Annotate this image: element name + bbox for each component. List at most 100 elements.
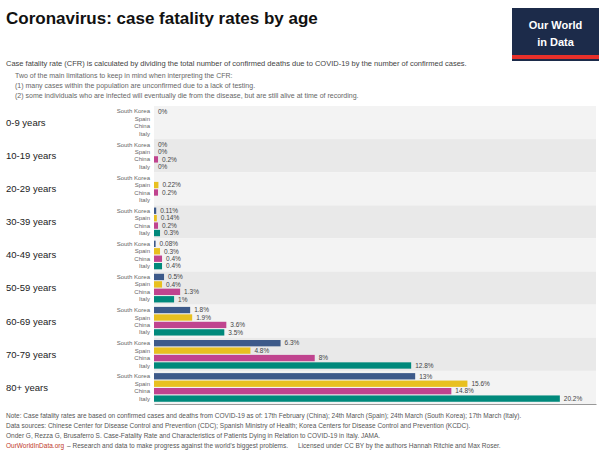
- data-label: 13%: [419, 373, 432, 380]
- bar: [154, 123, 155, 129]
- data-label: 8%: [319, 354, 329, 361]
- data-label: 0.3%: [164, 248, 179, 255]
- data-label: 15.6%: [471, 380, 490, 387]
- data-label: 0.4%: [166, 281, 181, 288]
- bar: [154, 329, 224, 335]
- series-label: South Korea: [117, 307, 151, 313]
- data-label: 6.3%: [285, 339, 300, 346]
- category-label: 20-29 years: [6, 183, 56, 194]
- data-label: 0%: [158, 148, 168, 155]
- data-label: 12.8%: [415, 362, 434, 369]
- series-label: Italy: [139, 329, 150, 335]
- data-label: 0.22%: [162, 181, 181, 188]
- data-label: 0.2%: [162, 189, 177, 196]
- category-label: 50-59 years: [6, 282, 56, 293]
- data-label: 4.8%: [254, 347, 269, 354]
- bar: [154, 347, 250, 353]
- bar: [154, 274, 164, 280]
- bar: [154, 388, 451, 394]
- bar: [154, 108, 155, 114]
- series-label: Italy: [139, 164, 150, 170]
- data-label: 0.4%: [166, 262, 181, 269]
- bar: [154, 381, 467, 387]
- bar: [154, 322, 226, 328]
- series-label: Spain: [135, 116, 150, 122]
- category-label: 30-39 years: [6, 216, 56, 227]
- series-label: Spain: [135, 215, 150, 221]
- bar: [154, 296, 174, 302]
- bar: [154, 263, 162, 269]
- bar: [154, 307, 190, 313]
- series-label: Spain: [135, 149, 150, 155]
- category-label: 10-19 years: [6, 150, 56, 161]
- x-axis: [155, 404, 597, 405]
- series-label: Italy: [139, 296, 150, 302]
- bar: [154, 116, 155, 122]
- data-label: 3.5%: [228, 329, 243, 336]
- series-label: Italy: [139, 263, 150, 269]
- data-label: 0%: [158, 141, 168, 148]
- subtitle: (2) some individuals who are infected wi…: [15, 92, 359, 100]
- data-label: 0.3%: [164, 229, 179, 236]
- bar: [154, 281, 162, 287]
- series-label: China: [134, 156, 150, 162]
- row-background: [154, 272, 596, 305]
- data-label: 0.2%: [162, 222, 177, 229]
- series-label: Spain: [135, 315, 150, 321]
- category-label: 70-79 years: [6, 349, 56, 360]
- bar: [154, 141, 155, 147]
- row-background: [154, 238, 596, 271]
- footnote: OurWorldInData.org: [6, 442, 64, 450]
- data-label: 3.6%: [230, 321, 245, 328]
- row-backgrounds: [154, 106, 596, 404]
- logo-text: in Data: [537, 36, 575, 48]
- data-label: 0%: [158, 108, 168, 115]
- category-label: 60-69 years: [6, 316, 56, 327]
- series-label: Spain: [135, 281, 150, 287]
- series-label: South Korea: [117, 274, 151, 280]
- row-background: [154, 106, 596, 139]
- bar: [154, 289, 180, 295]
- chart-root: Coronavirus: case fatality rates by age C…: [0, 0, 605, 461]
- bar: [154, 222, 158, 228]
- bar: [154, 131, 155, 137]
- data-label: 14.8%: [455, 387, 474, 394]
- data-label: 0.08%: [160, 240, 179, 247]
- bar: [154, 215, 157, 221]
- series-label: Italy: [139, 396, 150, 402]
- data-label: 1.3%: [184, 288, 199, 295]
- data-label: 0.5%: [168, 273, 183, 280]
- data-label: 0.11%: [160, 207, 178, 214]
- series-label: South Korea: [117, 175, 151, 181]
- data-label: 20.2%: [564, 395, 583, 402]
- bar: [154, 256, 162, 262]
- series-label: Spain: [135, 182, 150, 188]
- series-label: South Korea: [117, 108, 151, 114]
- bar: [154, 197, 155, 203]
- data-label: 1.8%: [194, 306, 209, 313]
- bar: [154, 373, 415, 379]
- data-label: 1%: [178, 296, 188, 303]
- row-background: [154, 338, 596, 371]
- series-label: China: [134, 223, 150, 229]
- footnote: Onder G, Rezza G, Brusaferro S. Case-Fat…: [6, 432, 380, 440]
- logo-text: Our World: [529, 19, 583, 31]
- title: Coronavirus: case fatality rates by age: [6, 9, 318, 28]
- row-background: [154, 139, 596, 172]
- series-label: China: [134, 256, 150, 262]
- row-background: [154, 305, 596, 338]
- bar: [154, 395, 560, 401]
- subtitle: Case fatality rate (CFR) is calculated b…: [6, 59, 467, 68]
- bar: [154, 156, 158, 162]
- row-background: [154, 371, 596, 404]
- series-label: China: [134, 388, 150, 394]
- footnote: Data sources: Chinese Center for Disease…: [6, 422, 470, 430]
- series-label: Spain: [135, 381, 150, 387]
- series-label: South Korea: [117, 208, 151, 214]
- series-label: China: [134, 322, 150, 328]
- data-label: 0%: [158, 163, 168, 170]
- subtitle: (1) many cases within the population are…: [15, 82, 255, 90]
- series-label: China: [134, 123, 150, 129]
- bar: [154, 230, 160, 236]
- series-label: South Korea: [117, 373, 151, 379]
